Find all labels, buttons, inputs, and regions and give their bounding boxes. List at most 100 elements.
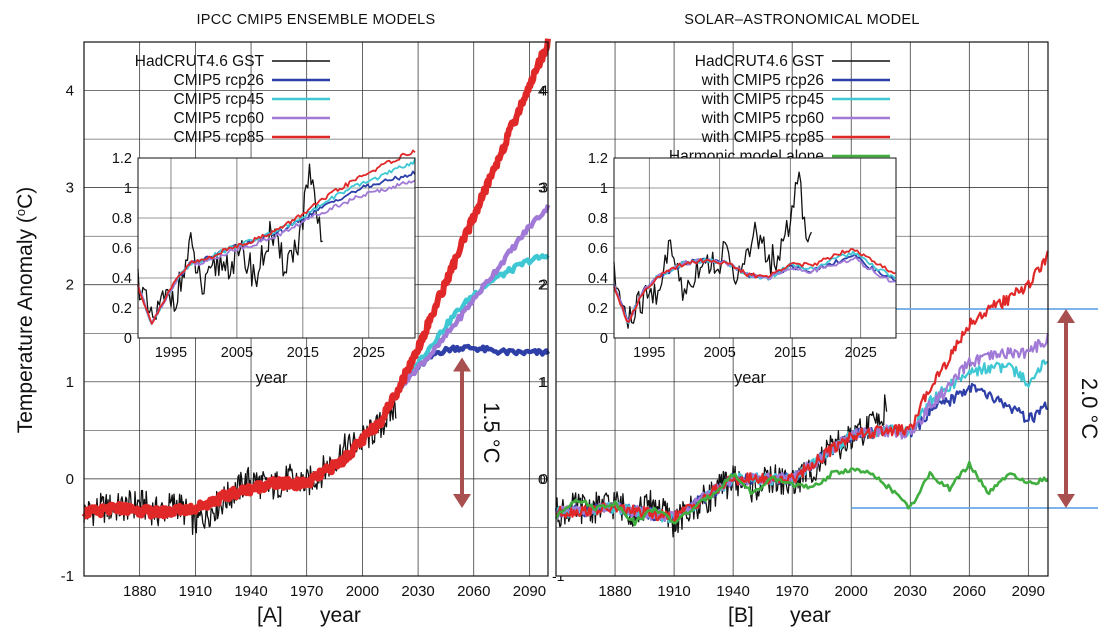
plot-border <box>555 41 1049 577</box>
y-axis-label-sup: o <box>13 209 28 216</box>
x-tick-label: 2030 <box>894 583 927 600</box>
y-axis-label-end: C) <box>14 187 37 209</box>
inset-y-tick-label: 0.4 <box>112 271 132 287</box>
x-tick-label: 1880 <box>123 583 156 600</box>
inset-x-axis-label: year <box>734 369 767 387</box>
legend-label: CMIP5 rcp60 <box>174 110 265 127</box>
y-tick-label: 0 <box>66 471 74 488</box>
inset-y-tick-label: 1.2 <box>112 151 132 167</box>
series-line-rcp85 <box>81 38 551 520</box>
legend-label: CMIP5 rcp26 <box>174 72 264 89</box>
legend-label: CMIP5 rcp85 <box>174 129 264 146</box>
series-line-harmonic <box>554 460 1049 527</box>
inset-y-tick-label: 0 <box>600 331 608 347</box>
x-tick-label: 1910 <box>179 583 212 600</box>
y-tick-label-inner: 3 <box>538 180 546 196</box>
panel-title: IPCC CMIP5 ENSEMBLE MODELS <box>196 12 435 28</box>
inset-x-tick-label: 2025 <box>353 345 385 361</box>
inset-border <box>137 157 416 339</box>
x-tick-label: 1880 <box>598 583 631 600</box>
inset-y-tick-label: 1 <box>124 181 132 197</box>
inset-x-tick-label: 2005 <box>221 345 253 361</box>
inset-y-tick-label: 0.2 <box>112 301 132 317</box>
y-tick-label-inner: 4 <box>538 83 546 99</box>
panel-b: SOLAR–ASTRONOMICAL MODEL 1880 1910 1940 1970… <box>540 12 1102 627</box>
legend-label: with CMIP5 rcp85 <box>701 129 824 146</box>
inset-border <box>613 157 897 339</box>
x-axis-label: year <box>790 604 831 627</box>
annotation-label: 1.5 °C <box>479 402 504 463</box>
inset-x-tick-label: 2015 <box>287 345 319 361</box>
x-tick-label: 2060 <box>457 583 490 600</box>
inset-x-tick-label: 1995 <box>155 345 187 361</box>
inset-series-line-hadcrut <box>613 171 812 329</box>
y-tick-label-inner: 2 <box>538 277 546 293</box>
inset-series-line-rcp85 <box>137 149 416 325</box>
x-tick-label: 1940 <box>716 583 749 600</box>
series-line-hadcrut <box>555 394 888 538</box>
x-tick-label: 2000 <box>835 583 868 600</box>
series-line-rcp45 <box>397 253 550 390</box>
annotation-arrow-head-bottom <box>453 494 471 509</box>
series-line-rcp60 <box>397 204 551 390</box>
inset-series-line-rcp85 <box>613 248 896 323</box>
legend-label: with CMIP5 rcp60 <box>701 110 825 127</box>
y-axis-label: Temperature Anomaly (oC) <box>13 187 38 434</box>
annotation-arrow-head-top <box>1057 309 1075 323</box>
plot-border <box>83 41 549 577</box>
series-line-rcp85 <box>555 250 1049 524</box>
inset-y-tick-label: 1.2 <box>588 151 608 167</box>
x-tick-label: 1940 <box>234 583 267 600</box>
y-tick-label: 1 <box>540 374 548 391</box>
legend-label: with CMIP5 rcp45 <box>701 91 824 108</box>
y-axis-label-main: Temperature Anomaly ( <box>14 216 37 433</box>
y-tick-label: 4 <box>540 83 548 100</box>
inset-y-tick-label: 0.8 <box>112 211 132 227</box>
inset-y-tick-label: 0.6 <box>112 241 132 257</box>
panel-a: IPCC CMIP5 ENSEMBLE MODELS 1880 1910 1940 19… <box>61 12 565 627</box>
x-axis-label: year <box>320 604 361 627</box>
legend-label: with CMIP5 rcp26 <box>701 72 824 89</box>
annotation-arrow-head-bottom <box>1057 494 1075 509</box>
y-tick-label: 1 <box>66 374 74 391</box>
y-tick-label: 2 <box>66 277 74 294</box>
y-tick-label: 4 <box>66 83 74 100</box>
inset-x-tick-label: 2015 <box>774 345 806 361</box>
legend-label: HadCRUT4.6 GST <box>695 53 825 70</box>
inset-y-tick-label: 0.2 <box>588 301 608 317</box>
x-tick-label: 2090 <box>1012 583 1045 600</box>
x-tick-label: 1970 <box>290 583 323 600</box>
legend-label: CMIP5 rcp45 <box>174 91 264 108</box>
y-tick-label: 3 <box>66 180 74 197</box>
inset-y-tick-label: 0.6 <box>588 241 608 257</box>
inset-x-tick-label: 2005 <box>704 345 736 361</box>
inset-x-tick-label: 2025 <box>845 345 877 361</box>
panel-label: [B] <box>728 604 754 627</box>
x-tick-label: 2060 <box>953 583 986 600</box>
x-tick-label: 2000 <box>346 583 379 600</box>
inset-x-tick-label: 1995 <box>633 345 665 361</box>
y-tick-label: 3 <box>540 180 548 197</box>
inset-x-axis-label: year <box>255 369 288 387</box>
y-tick-label-inner: 0 <box>538 471 546 487</box>
x-tick-label: 1970 <box>775 583 808 600</box>
y-tick-label: 0 <box>540 471 548 488</box>
inset-chart: 1995 2005 2015 2025 0 0.2 0.4 0.6 0.8 1 1.2 year <box>588 151 897 387</box>
legend-label: HadCRUT4.6 GST <box>135 53 265 70</box>
y-tick-label: -1 <box>61 568 74 585</box>
inset-y-tick-label: 0 <box>124 331 132 347</box>
x-tick-label: 2090 <box>513 583 546 600</box>
inset-y-tick-label: 1 <box>600 181 608 197</box>
inset-y-tick-label: 0.4 <box>588 271 608 287</box>
y-tick-label: 2 <box>540 277 548 294</box>
inset-chart: 1995 2005 2015 2025 0 0.2 0.4 0.6 0.8 1 1.2 year <box>112 149 416 387</box>
y-tick-label-inner: 1 <box>538 374 546 390</box>
inset-y-tick-label: 0.8 <box>588 211 608 227</box>
panel-title: SOLAR–ASTRONOMICAL MODEL <box>684 12 920 28</box>
annotation-arrow-head-top <box>453 357 471 372</box>
x-tick-label: 1910 <box>657 583 690 600</box>
panel-label: [A] <box>257 604 283 627</box>
annotation-label: 2.0 °C <box>1077 378 1102 439</box>
